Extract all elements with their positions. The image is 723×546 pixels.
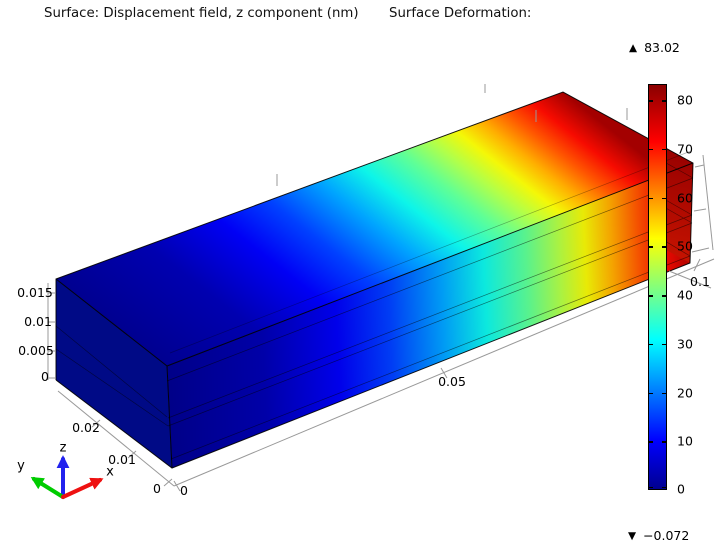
axis-rulers: [47, 84, 715, 492]
colorbar-tick: [649, 246, 653, 248]
colorbar-tick: [662, 392, 666, 394]
colorbar-min: ▼ −0.072: [628, 528, 689, 543]
colorbar-tick-label: 20: [677, 385, 693, 400]
colorbar-tick: [649, 100, 653, 102]
max-triangle-icon: ▲: [629, 41, 638, 54]
z-tick-label: 0.005: [18, 342, 54, 358]
triad-y-label: y: [17, 458, 25, 474]
colorbar-tick: [649, 197, 653, 199]
colorbar-tick-label: 0: [677, 481, 685, 497]
triad-y-axis: [30, 476, 65, 499]
colorbar-tick-label: 30: [677, 336, 693, 352]
colorbar-tick: [662, 197, 666, 199]
plot-title-deformation: Surface Deformation:: [389, 6, 532, 21]
y-tick-label: 0.01: [108, 451, 136, 467]
colorbar-tick: [649, 392, 653, 394]
z-tick-label: 0: [41, 368, 49, 384]
colorbar-tick: [662, 441, 666, 443]
colorbar-tick: [662, 486, 666, 488]
triad-x-axis: [61, 477, 104, 499]
plot-title-surface: Surface: Displacement field, z component…: [44, 6, 359, 21]
z-tick-label: 0.01: [24, 313, 52, 329]
colorbar-tick: [662, 246, 666, 248]
beam-top-face: [56, 92, 693, 366]
colorbar-min-value: −0.072: [643, 528, 690, 543]
colorbar-tick: [649, 295, 653, 297]
colorbar-tick: [662, 295, 666, 297]
colorbar-tick-label: 40: [677, 287, 693, 303]
colorbar-tick-label: 70: [677, 141, 693, 157]
colorbar-tick-label: 50: [677, 238, 693, 254]
x-tick-label: 0.05: [438, 373, 466, 389]
colorbar: [648, 84, 667, 490]
colorbar-max-value: 83.02: [644, 40, 680, 55]
beam-edges: [55, 91, 694, 469]
colorbar-tick: [662, 148, 666, 151]
colorbar-tick-label: 80: [677, 92, 693, 108]
y-tick-label: 0: [153, 480, 161, 496]
colorbar-tick: [662, 343, 666, 346]
colorbar-tick-label: 60: [677, 190, 693, 205]
x-tick-label: 0.1: [690, 273, 710, 289]
min-triangle-icon: ▼: [628, 529, 637, 542]
z-tick-label: 0.015: [17, 284, 53, 300]
colorbar-tick-label: 10: [677, 433, 693, 449]
colorbar-tick: [649, 441, 653, 443]
colorbar-tick: [649, 148, 653, 151]
coordinate-triad: [30, 455, 104, 499]
colorbar-max: ▲ 83.02: [629, 40, 680, 55]
colorbar-tick: [649, 343, 653, 346]
colorbar-tick: [649, 486, 653, 488]
x-tick-label: 0: [180, 482, 188, 498]
colorbar-tick: [662, 100, 666, 102]
triad-x-label: x: [106, 464, 114, 480]
triad-z-label: z: [59, 440, 67, 456]
beam-front-face: [167, 163, 693, 468]
y-tick-label: 0.02: [72, 419, 100, 435]
